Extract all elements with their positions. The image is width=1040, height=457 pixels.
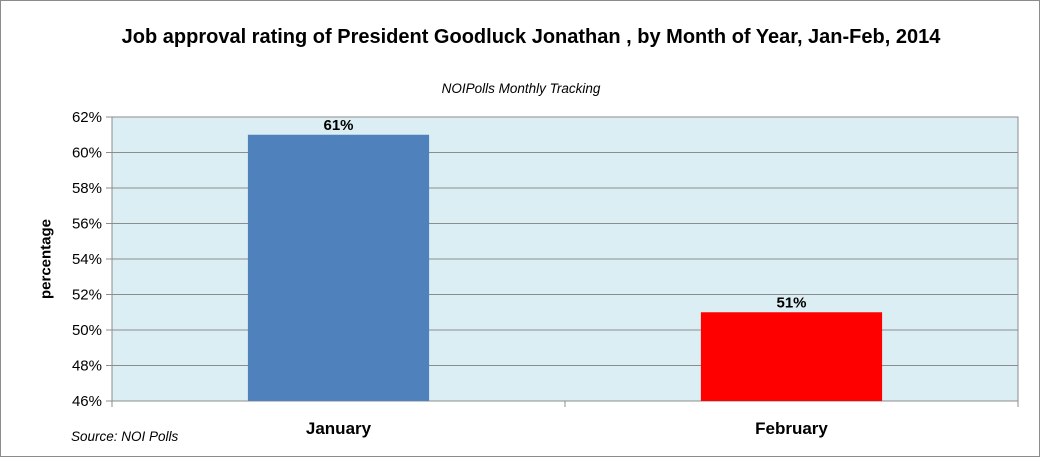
bar-february (700, 312, 883, 401)
y-tick-label: 52% (72, 287, 102, 304)
bar-january (247, 134, 430, 401)
y-tick-label: 46% (72, 393, 102, 410)
y-tick-label: 48% (72, 358, 102, 375)
y-tick-label: 50% (72, 322, 102, 339)
chart-subtitle: NOIPolls Monthly Tracking (441, 81, 601, 96)
y-tick-label: 58% (72, 180, 102, 197)
y-tick-label: 56% (72, 216, 102, 233)
chart-title: Job approval rating of President Goodluc… (121, 26, 941, 48)
y-tick-label: 60% (72, 145, 102, 162)
x-category-label: January (306, 419, 372, 438)
data-label: 51% (776, 294, 806, 311)
data-label: 61% (323, 117, 353, 134)
y-tick-label: 62% (72, 109, 102, 126)
x-category-label: February (755, 419, 828, 438)
y-tick-label: 54% (72, 251, 102, 268)
source-note: Source: NOI Polls (71, 429, 179, 444)
